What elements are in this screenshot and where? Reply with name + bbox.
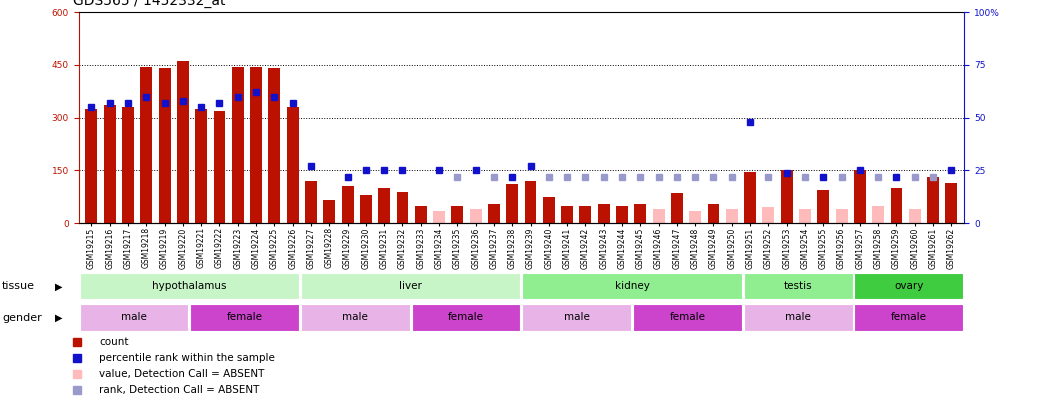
- Bar: [433, 211, 445, 223]
- Bar: [781, 171, 792, 223]
- Bar: [763, 207, 774, 223]
- Text: female: female: [449, 312, 484, 322]
- Text: testis: testis: [784, 281, 812, 291]
- Text: hypothalamus: hypothalamus: [152, 281, 226, 291]
- Bar: [799, 209, 811, 223]
- Bar: [927, 177, 939, 223]
- Bar: [671, 193, 683, 223]
- Bar: [707, 204, 719, 223]
- Bar: [287, 107, 299, 223]
- Bar: [854, 273, 963, 299]
- Text: female: female: [670, 312, 705, 322]
- Bar: [396, 192, 409, 223]
- Bar: [616, 206, 628, 223]
- Text: male: male: [121, 312, 147, 322]
- Bar: [305, 181, 316, 223]
- Bar: [891, 188, 902, 223]
- Bar: [378, 188, 390, 223]
- Bar: [214, 111, 225, 223]
- Bar: [561, 206, 573, 223]
- Text: ▶: ▶: [54, 313, 62, 322]
- Text: female: female: [891, 312, 926, 322]
- Bar: [268, 68, 280, 223]
- Bar: [412, 305, 521, 330]
- Bar: [301, 305, 410, 330]
- Bar: [122, 107, 134, 223]
- Text: ▶: ▶: [54, 281, 62, 291]
- Bar: [250, 67, 262, 223]
- Bar: [522, 273, 742, 299]
- Bar: [415, 206, 427, 223]
- Bar: [744, 305, 852, 330]
- Bar: [195, 109, 208, 223]
- Bar: [522, 305, 631, 330]
- Text: male: male: [564, 312, 590, 322]
- Bar: [854, 171, 866, 223]
- Text: ovary: ovary: [894, 281, 923, 291]
- Bar: [86, 109, 97, 223]
- Bar: [744, 273, 852, 299]
- Text: rank, Detection Call = ABSENT: rank, Detection Call = ABSENT: [100, 385, 260, 395]
- Bar: [104, 105, 115, 223]
- Bar: [80, 273, 299, 299]
- Bar: [909, 209, 921, 223]
- Bar: [324, 200, 335, 223]
- Bar: [690, 211, 701, 223]
- Text: kidney: kidney: [614, 281, 650, 291]
- Text: value, Detection Call = ABSENT: value, Detection Call = ABSENT: [100, 369, 265, 379]
- Bar: [835, 209, 848, 223]
- Text: liver: liver: [399, 281, 422, 291]
- Bar: [525, 181, 537, 223]
- Text: female: female: [226, 312, 263, 322]
- Bar: [597, 204, 610, 223]
- Bar: [634, 204, 647, 223]
- Bar: [506, 184, 518, 223]
- Bar: [945, 183, 957, 223]
- Bar: [342, 186, 353, 223]
- Bar: [817, 190, 829, 223]
- Text: count: count: [100, 337, 129, 347]
- Bar: [301, 273, 521, 299]
- Bar: [158, 68, 171, 223]
- Text: male: male: [343, 312, 368, 322]
- Bar: [744, 172, 756, 223]
- Text: GDS565 / 1452332_at: GDS565 / 1452332_at: [73, 0, 226, 8]
- Text: percentile rank within the sample: percentile rank within the sample: [100, 353, 276, 363]
- Bar: [452, 206, 463, 223]
- Bar: [191, 305, 299, 330]
- Bar: [854, 305, 963, 330]
- Bar: [177, 62, 189, 223]
- Text: male: male: [785, 312, 811, 322]
- Bar: [726, 209, 738, 223]
- Text: tissue: tissue: [2, 281, 35, 291]
- Bar: [653, 209, 664, 223]
- Bar: [359, 195, 372, 223]
- Bar: [488, 204, 500, 223]
- Text: gender: gender: [2, 313, 42, 322]
- Bar: [232, 67, 244, 223]
- Bar: [580, 206, 591, 223]
- Bar: [470, 209, 482, 223]
- Bar: [872, 206, 885, 223]
- Bar: [140, 67, 152, 223]
- Bar: [80, 305, 189, 330]
- Bar: [543, 197, 554, 223]
- Bar: [633, 305, 742, 330]
